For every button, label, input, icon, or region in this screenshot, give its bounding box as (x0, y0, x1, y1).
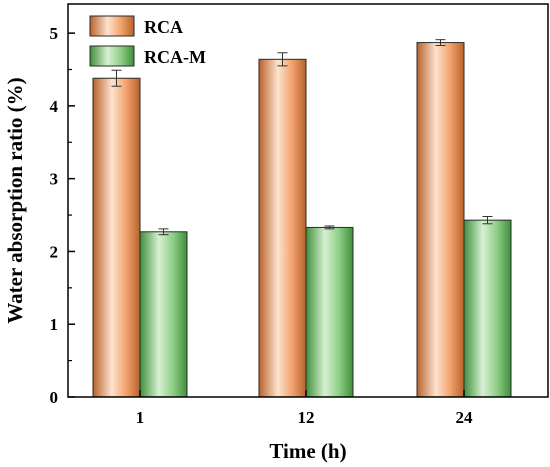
y-tick-label: 4 (50, 97, 59, 116)
y-axis-ticks: 0 1 2 3 4 5 (50, 24, 75, 407)
x-tick-label: 1 (136, 408, 145, 427)
y-tick-label: 3 (50, 170, 59, 189)
legend: RCA RCA-M (89, 15, 206, 67)
y-tick-label: 2 (50, 242, 59, 261)
bar-rca-1 (92, 77, 141, 398)
legend-swatch-rca-m (89, 45, 135, 67)
bar-rca-m-1 (139, 231, 188, 398)
bar-rca-12 (258, 58, 307, 398)
y-tick-label: 0 (50, 388, 59, 407)
bar-rca-24 (416, 42, 465, 398)
x-axis-ticks: 1 12 24 (136, 390, 473, 427)
x-tick-label: 24 (456, 408, 474, 427)
plot-frame (67, 3, 549, 398)
x-axis-title: Time (h) (269, 439, 346, 463)
y-axis-title: Water absorption ratio (%) (3, 77, 27, 323)
legend-label-rca-m: RCA-M (144, 47, 206, 67)
bar-rca-m-24 (463, 219, 512, 398)
error-bar-rca-12 (277, 52, 288, 67)
error-bars-layer (111, 39, 493, 236)
error-bar-rca-m-12 (324, 225, 335, 230)
legend-swatch-rca (89, 15, 135, 37)
legend-label-rca: RCA (144, 17, 183, 37)
error-bar-rca-24 (435, 39, 446, 46)
bars-layer (92, 42, 512, 398)
x-tick-label: 12 (298, 408, 315, 427)
bar-rca-m-12 (305, 226, 354, 398)
y-tick-label: 1 (50, 315, 59, 334)
error-bar-rca-m-1 (158, 228, 169, 236)
error-bar-rca-m-24 (482, 216, 493, 225)
y-tick-label: 5 (50, 24, 59, 43)
error-bar-rca-1 (111, 69, 122, 87)
